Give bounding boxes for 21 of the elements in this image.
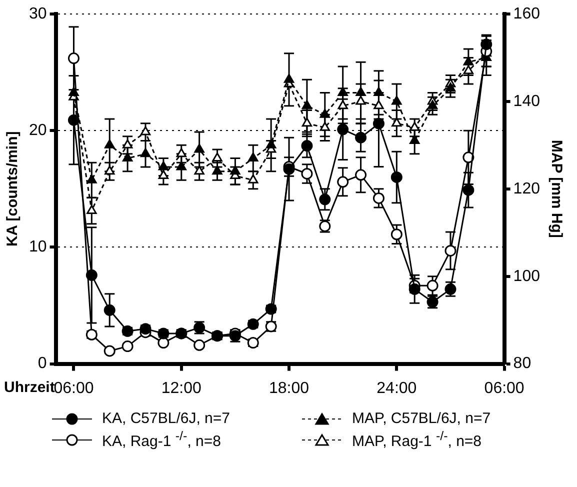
y2-axis-title: MAP [mm Hg] — [548, 140, 565, 238]
x-tick-label: 06:00 — [54, 380, 94, 397]
y-tick-label: 30 — [29, 5, 47, 22]
y-axis-title: KA [counts/min] — [4, 131, 22, 247]
y2-tick-label: 100 — [513, 268, 540, 285]
x-tick-label: 18:00 — [268, 380, 310, 397]
y2-tick-label: 80 — [513, 355, 532, 372]
legend-label: MAP, Rag-1 $^{-/-}$, n=8 — [352, 429, 482, 450]
x-tick-label: 06:00 — [484, 380, 524, 397]
legend-label: MAP, C57BL/6J, n=7 — [352, 410, 491, 427]
x-tick-label: 12:00 — [161, 380, 202, 397]
legend-label: KA, Rag-1 $^{-/-}$, n=8 — [102, 429, 221, 450]
y2-tick-label: 140 — [513, 92, 540, 110]
y2-tick-label: 120 — [513, 180, 540, 198]
y-tick-label: 20 — [29, 122, 47, 140]
legend-label: KA, C57BL/6J, n=7 — [102, 410, 230, 427]
x-axis-title: Uhrzeit — [4, 379, 55, 396]
y-tick-label: 10 — [29, 238, 47, 256]
x-tick-label: 24:00 — [376, 380, 417, 397]
y-tick-label: 0 — [38, 355, 47, 372]
y2-tick-label: 160 — [513, 5, 540, 22]
